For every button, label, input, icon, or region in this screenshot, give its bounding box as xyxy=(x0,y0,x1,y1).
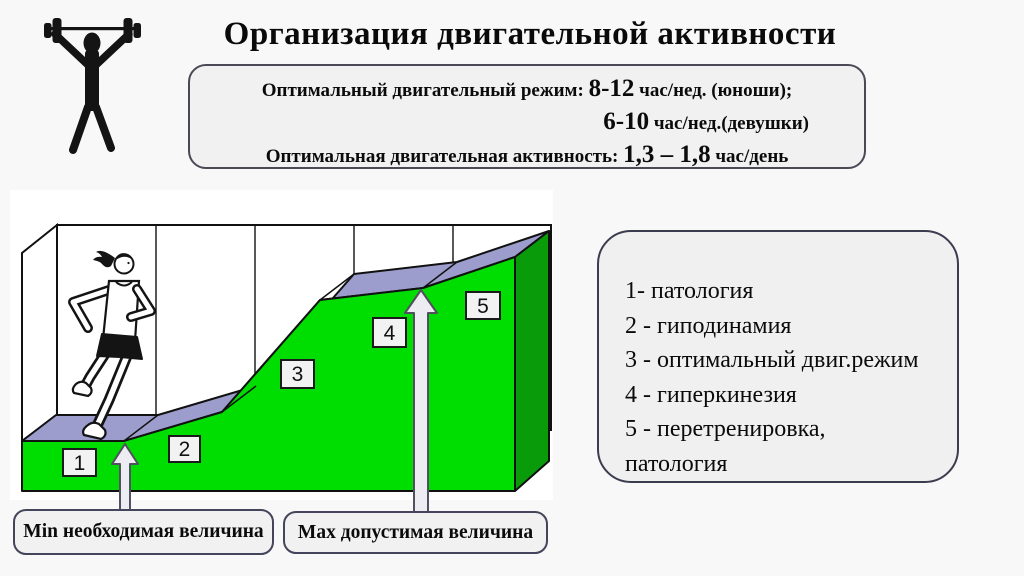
runner-shorts xyxy=(96,333,143,360)
svg-text:5: 5 xyxy=(477,295,489,318)
legend-item-5: 5 - перетренировка, xyxy=(625,416,826,442)
hill-side-face xyxy=(514,230,550,492)
runner-neckline xyxy=(115,281,133,287)
info-line-1: Оптимальный двигательный режим: 8-12 час… xyxy=(261,75,793,102)
info-line-3: Оптимальная двигательная активность: 1,3… xyxy=(265,141,789,168)
zone-label-5: 5 xyxy=(465,291,501,320)
zone-labels: 1 2 3 4 5 xyxy=(62,291,501,477)
runner-planted-sneaker xyxy=(82,421,107,441)
legend-item-5-cont: патология xyxy=(625,450,728,477)
runner-near-leg xyxy=(93,353,130,431)
info-line-3-value: 1,3 – 1,8 xyxy=(623,141,711,168)
runner-raised-sneaker xyxy=(71,380,93,398)
svg-text:3: 3 xyxy=(292,363,304,386)
hill-diagram-svg: 1 2 3 4 5 xyxy=(10,190,553,515)
zone-label-4: 4 xyxy=(372,317,407,348)
legend-item-2: 2 - гиподинамия xyxy=(625,312,792,339)
runner-eye xyxy=(127,261,130,265)
zone-label-3: 3 xyxy=(280,359,315,389)
hill-fold-lines xyxy=(123,261,458,442)
max-value-callout: Max допустимая величина xyxy=(283,511,548,554)
legend-box: 1- патология 2 - гиподинамия 3 - оптимал… xyxy=(597,230,959,483)
svg-text:1: 1 xyxy=(74,452,86,475)
min-value-callout: Min необходимая величина xyxy=(13,509,274,555)
info-line-1-value: 8-12 xyxy=(588,75,635,102)
runner-figure xyxy=(68,250,156,441)
weightlifter-icon xyxy=(44,18,141,154)
info-line-2-value: 6-10 xyxy=(603,108,650,135)
activity-hill-diagram: 1 2 3 4 5 xyxy=(10,190,553,520)
optimal-regime-box: Оптимальный двигательный режим: 8-12 час… xyxy=(188,64,866,169)
runner-hair xyxy=(114,253,133,261)
left-wall xyxy=(21,222,58,443)
zone-label-1: 1 xyxy=(62,448,97,477)
runner-far-arm xyxy=(70,287,112,331)
zone-label-2: 2 xyxy=(168,435,201,463)
svg-text:2: 2 xyxy=(179,438,191,461)
svg-text:4: 4 xyxy=(384,322,396,345)
runner-near-arm xyxy=(128,286,154,320)
page-title: Организация двигательной активности xyxy=(223,16,837,52)
info-line-2: 6-10 час/нед.(девушки) xyxy=(603,108,809,135)
runner-ponytail xyxy=(93,250,115,268)
legend-item-3: 3 - оптимальный двиг.режим xyxy=(625,347,919,373)
legend-item-1: 1- патология xyxy=(625,278,754,304)
legend-item-4: 4 - гиперкинезия xyxy=(625,381,797,408)
